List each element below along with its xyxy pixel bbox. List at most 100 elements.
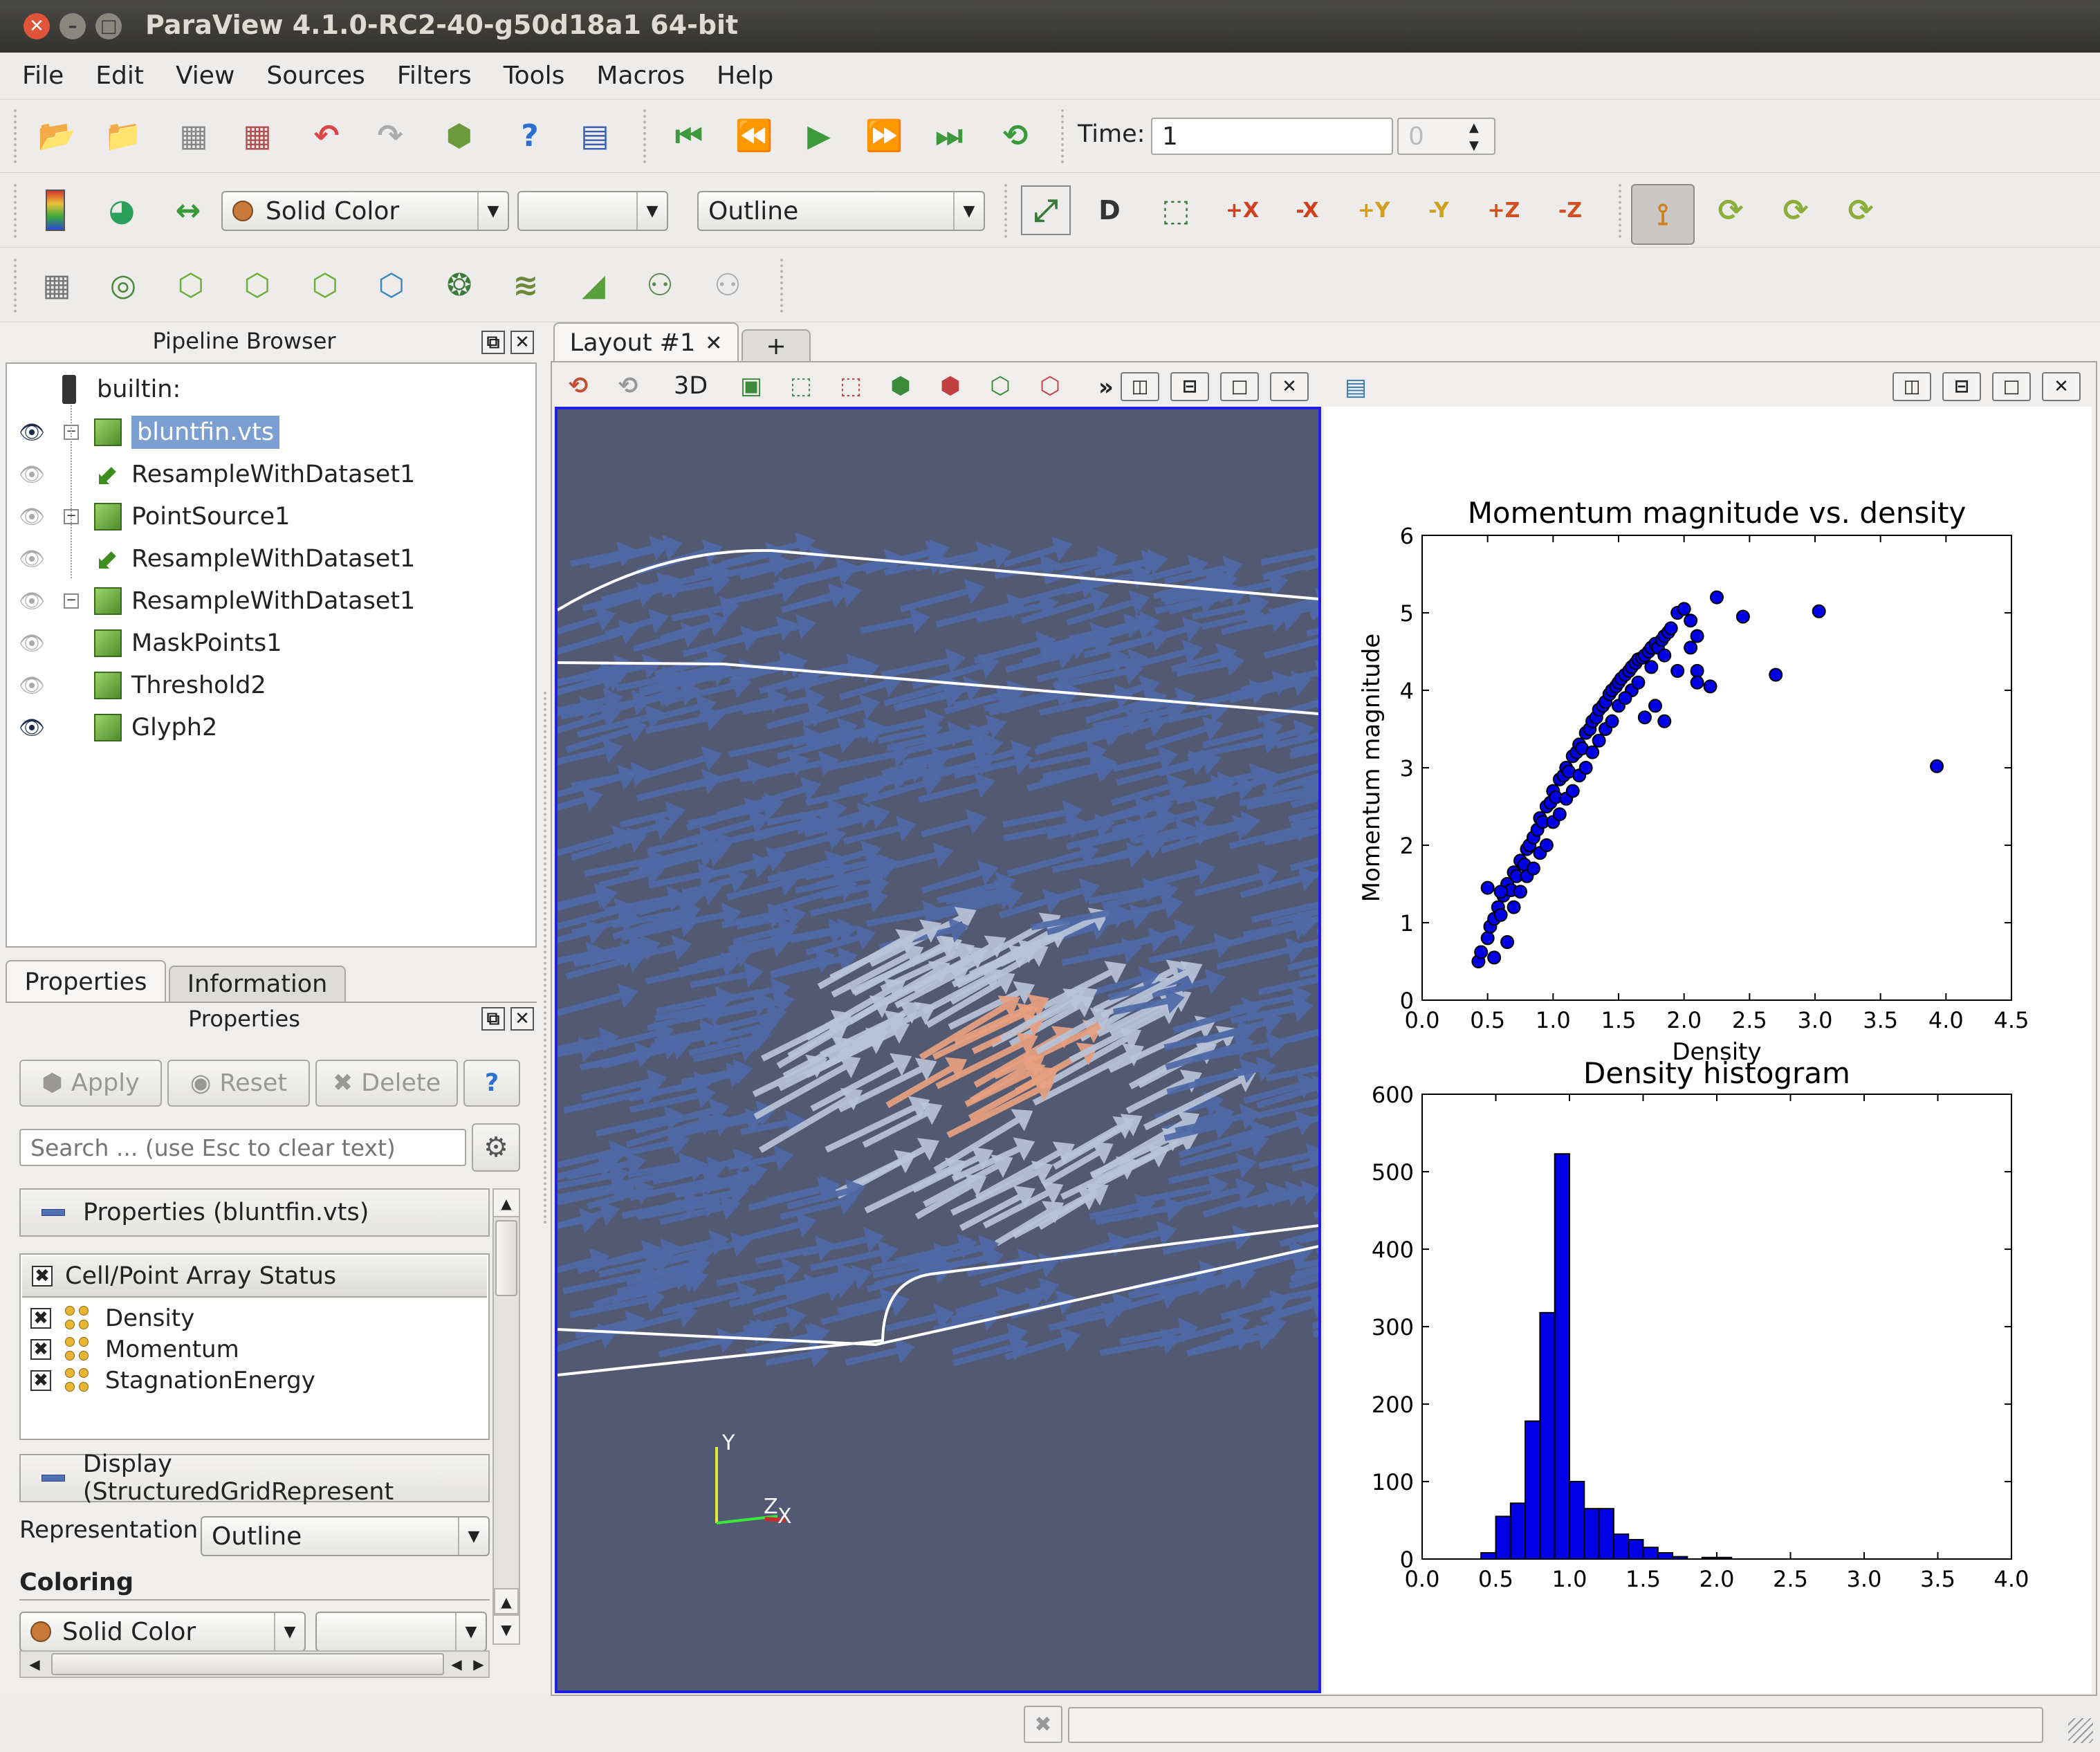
stream-tracer-icon[interactable]: ≋ (513, 267, 539, 303)
representation-combo[interactable]: Outline ▼ (697, 191, 985, 231)
scroll-thumb[interactable] (51, 1653, 444, 1675)
scroll-thumb[interactable] (495, 1220, 517, 1296)
zoom-to-data-icon[interactable]: D (1098, 195, 1121, 225)
resize-grip-icon[interactable] (2068, 1718, 2093, 1743)
advanced-gear-button[interactable]: ⚙ (472, 1123, 520, 1172)
view-plus-y-icon[interactable]: +Y (1349, 185, 1399, 235)
properties-horizontal-scrollbar[interactable]: ◀ ◀ ▶ (19, 1650, 490, 1678)
color-by-combo[interactable]: Solid Color ▼ (221, 191, 509, 231)
view-plus-x-icon[interactable]: +X (1217, 185, 1267, 235)
rotate-90-cw-icon[interactable]: ⟳ (1783, 192, 1809, 228)
visibility-eye-icon[interactable]: 👁 (18, 715, 46, 740)
array-status-header[interactable]: ✖ Cell/Point Array Status (22, 1256, 487, 1298)
array-row[interactable]: ✖ Momentum (30, 1334, 239, 1365)
pipeline-item[interactable]: Threshold2 (94, 665, 266, 706)
properties-help-button[interactable]: ? (463, 1060, 520, 1107)
group-datasets-icon[interactable]: ⚇ (646, 267, 674, 303)
close-tab-icon[interactable]: ✕ (705, 331, 723, 356)
undo-icon[interactable]: ↶ (313, 118, 340, 154)
play-icon[interactable]: ▶ (807, 118, 831, 154)
close-window-button[interactable]: ✕ (24, 13, 50, 39)
spin-down-icon[interactable]: ▼ (1469, 138, 1479, 153)
tab-information[interactable]: Information (169, 966, 346, 1002)
glyph-icon[interactable]: ❂ (446, 267, 472, 303)
render-canvas[interactable]: Y Z X (558, 409, 1318, 1690)
clip-icon[interactable]: ⬡ (177, 267, 205, 303)
display-section-header[interactable]: Display (StructuredGridRepresent (19, 1450, 490, 1506)
interactive-select-icon[interactable]: ⬡ (1040, 372, 1060, 400)
visibility-eye-icon[interactable]: 👁 (18, 420, 46, 445)
next-frame-icon[interactable]: ⏩ (865, 118, 903, 154)
scroll-down-icon[interactable]: ▼ (494, 1614, 519, 1643)
scroll-up-icon[interactable]: ▲ (494, 1588, 519, 1614)
scroll-left-icon[interactable]: ◀ (29, 1656, 40, 1672)
visibility-eye-icon[interactable]: 👁 (18, 589, 46, 614)
time-input[interactable]: 1 (1151, 118, 1393, 155)
redo-icon[interactable]: ↷ (377, 118, 403, 154)
properties-vertical-scrollbar[interactable]: ▲ ▲ ▼ (492, 1188, 520, 1645)
pipeline-item[interactable]: ⬋ ResampleWithDataset1 (94, 454, 415, 495)
properties-search-input[interactable] (19, 1129, 466, 1166)
menu-tools[interactable]: Tools (503, 62, 565, 90)
close-panel-icon[interactable]: ✕ (510, 331, 534, 354)
render-view-3d[interactable]: Y Z X (555, 407, 1321, 1693)
maximize-view-icon[interactable]: □ (1992, 372, 2031, 401)
array-checkbox[interactable]: ✖ (30, 1308, 51, 1329)
progress-abort-icon[interactable]: ✖ (1024, 1706, 1062, 1743)
toolbar-grip-orient[interactable] (1619, 184, 1624, 238)
toolbar-grip-color[interactable] (14, 184, 19, 238)
menu-edit[interactable]: Edit (95, 62, 144, 90)
split-vertical-icon[interactable]: ⊟ (1942, 372, 1981, 401)
slice-icon[interactable]: ⬡ (243, 267, 271, 303)
tab-properties[interactable]: Properties (6, 960, 166, 1003)
maximize-window-button[interactable]: □ (95, 13, 122, 39)
select-points-through-icon[interactable]: ⬢ (940, 372, 961, 400)
save-state-icon[interactable]: ⬢ (445, 118, 473, 154)
coloring-component-combo[interactable]: ▼ (315, 1612, 487, 1652)
coloring-combo[interactable]: Solid Color ▼ (19, 1612, 306, 1652)
pipeline-item[interactable]: ⬋ ResampleWithDataset1 (94, 539, 415, 579)
visibility-eye-icon[interactable]: 👁 (18, 504, 46, 529)
rotate-90-ccw-icon[interactable]: ⟳ (1717, 192, 1744, 228)
select-cells-on-icon[interactable]: ⬚ (789, 372, 813, 400)
pipeline-item[interactable]: bluntfin.vts (94, 412, 280, 452)
toolbar-grip[interactable] (14, 109, 19, 163)
scroll-up-icon[interactable]: ▲ (494, 1190, 519, 1217)
color-legend-icon[interactable] (46, 190, 65, 231)
array-row[interactable]: ✖ Density (30, 1303, 194, 1334)
view-plus-z-icon[interactable]: +Z (1479, 185, 1529, 235)
select-points-on-icon[interactable]: ⬚ (839, 372, 863, 400)
minimize-window-button[interactable]: – (59, 13, 86, 39)
pipeline-item[interactable]: PointSource1 (94, 497, 290, 537)
view-minus-x-icon[interactable]: -X (1282, 185, 1332, 235)
extract-subset-icon[interactable]: ⬡ (378, 267, 405, 303)
toolbar-grip-time[interactable] (1061, 109, 1067, 163)
maximize-view-icon[interactable]: □ (1220, 372, 1259, 401)
float-panel-icon[interactable]: ⧉ (481, 331, 505, 354)
zoom-to-box-icon[interactable]: ⬚ (1161, 192, 1190, 228)
python-chart-view[interactable]: Momentum magnitude vs. density Density Mom… (1324, 407, 2092, 1693)
spin-up-icon[interactable]: ▲ (1469, 120, 1479, 135)
menu-filters[interactable]: Filters (396, 62, 472, 90)
pipeline-root[interactable]: builtin: (62, 369, 181, 409)
open-file-icon[interactable]: 📂 (37, 118, 76, 154)
more-tools-button[interactable]: » (1098, 374, 1114, 401)
connect-icon[interactable]: ▦ (179, 118, 208, 154)
reset-session-icon[interactable]: ⟲ (568, 372, 589, 400)
time-index-spinbox[interactable]: 0 (1397, 118, 1495, 155)
open-recent-icon[interactable]: 📁 (104, 118, 142, 154)
view-minus-z-icon[interactable]: -Z (1545, 185, 1595, 235)
close-panel-icon[interactable]: ✕ (510, 1007, 534, 1031)
visibility-eye-icon[interactable]: 👁 (18, 631, 46, 656)
component-combo[interactable]: ▼ (517, 191, 668, 231)
disconnect-icon[interactable]: ▦ (243, 118, 272, 154)
pipeline-item[interactable]: Glyph2 (94, 708, 217, 748)
visibility-eye-icon[interactable]: 👁 (18, 673, 46, 698)
show-orientation-axes-icon[interactable]: ⟟ (1631, 184, 1695, 245)
pipeline-item[interactable]: ResampleWithDataset1 (94, 581, 415, 621)
reset-button[interactable]: ◉ Reset (167, 1060, 310, 1107)
visibility-eye-icon[interactable]: 👁 (18, 546, 46, 571)
edit-color-map-icon[interactable]: ◕ (108, 192, 136, 228)
help-icon[interactable]: ? (521, 118, 539, 154)
pipeline-item[interactable]: MaskPoints1 (94, 623, 282, 663)
